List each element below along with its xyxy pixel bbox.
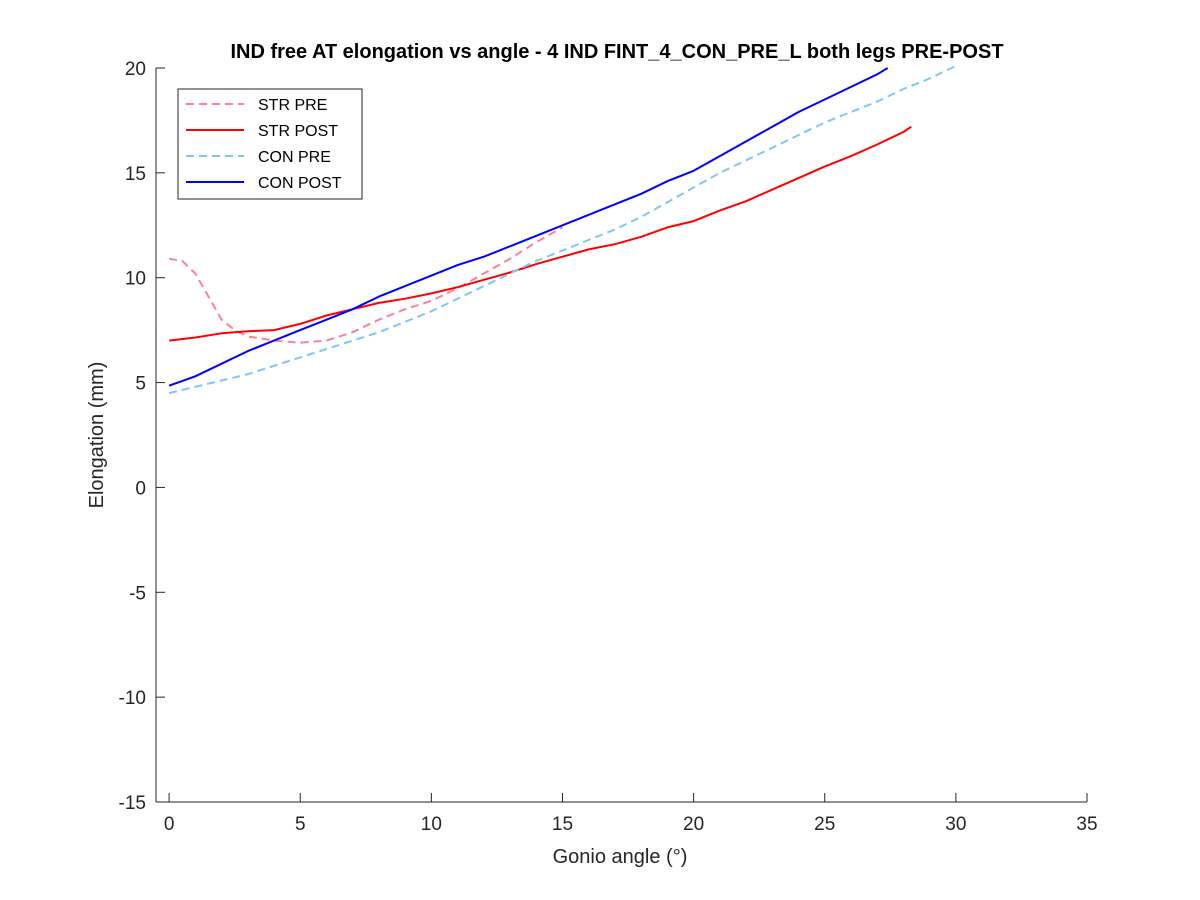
y-tick-label: 0	[135, 478, 146, 499]
x-tick-label: 15	[552, 814, 573, 835]
y-tick-label: 20	[125, 59, 146, 80]
y-tick-label: -5	[129, 583, 146, 604]
y-tick-label: 5	[135, 374, 146, 395]
series-layer	[168, 64, 957, 395]
x-tick-label: 20	[683, 814, 704, 835]
series-line-con-pre	[168, 64, 957, 395]
x-axis-label: Gonio angle (°)	[553, 846, 688, 868]
chart-title: IND free AT elongation vs angle - 4 IND …	[230, 41, 1003, 63]
axes-layer	[155, 68, 1087, 803]
y-axis-label: Elongation (mm)	[86, 362, 108, 509]
x-tick-label: 35	[1076, 814, 1097, 835]
x-ticks: 0 5 10 15 20 25 30 35	[164, 793, 1098, 835]
series-line-con-post	[168, 67, 889, 387]
legend: STR PRE STR POST CON PRE CON POST	[177, 88, 363, 200]
legend-label: CON POST	[258, 175, 342, 192]
x-tick-label: 0	[164, 814, 175, 835]
series-line-str-post	[168, 125, 912, 342]
legend-box	[177, 88, 363, 200]
legend-label: CON PRE	[258, 149, 331, 166]
x-tick-label: 25	[814, 814, 835, 835]
x-tick-label: 30	[945, 814, 966, 835]
x-tick-label: 10	[421, 814, 442, 835]
legend-label: STR PRE	[258, 97, 327, 114]
y-ticks: -15 -10 -5 0 5 10 15 20	[119, 59, 165, 814]
y-tick-label: 15	[125, 164, 146, 185]
y-tick-label: -15	[119, 793, 146, 814]
y-tick-label: 10	[125, 269, 146, 290]
x-tick-label: 5	[295, 814, 306, 835]
y-tick-label: -10	[119, 688, 146, 709]
legend-label: STR POST	[258, 123, 338, 140]
